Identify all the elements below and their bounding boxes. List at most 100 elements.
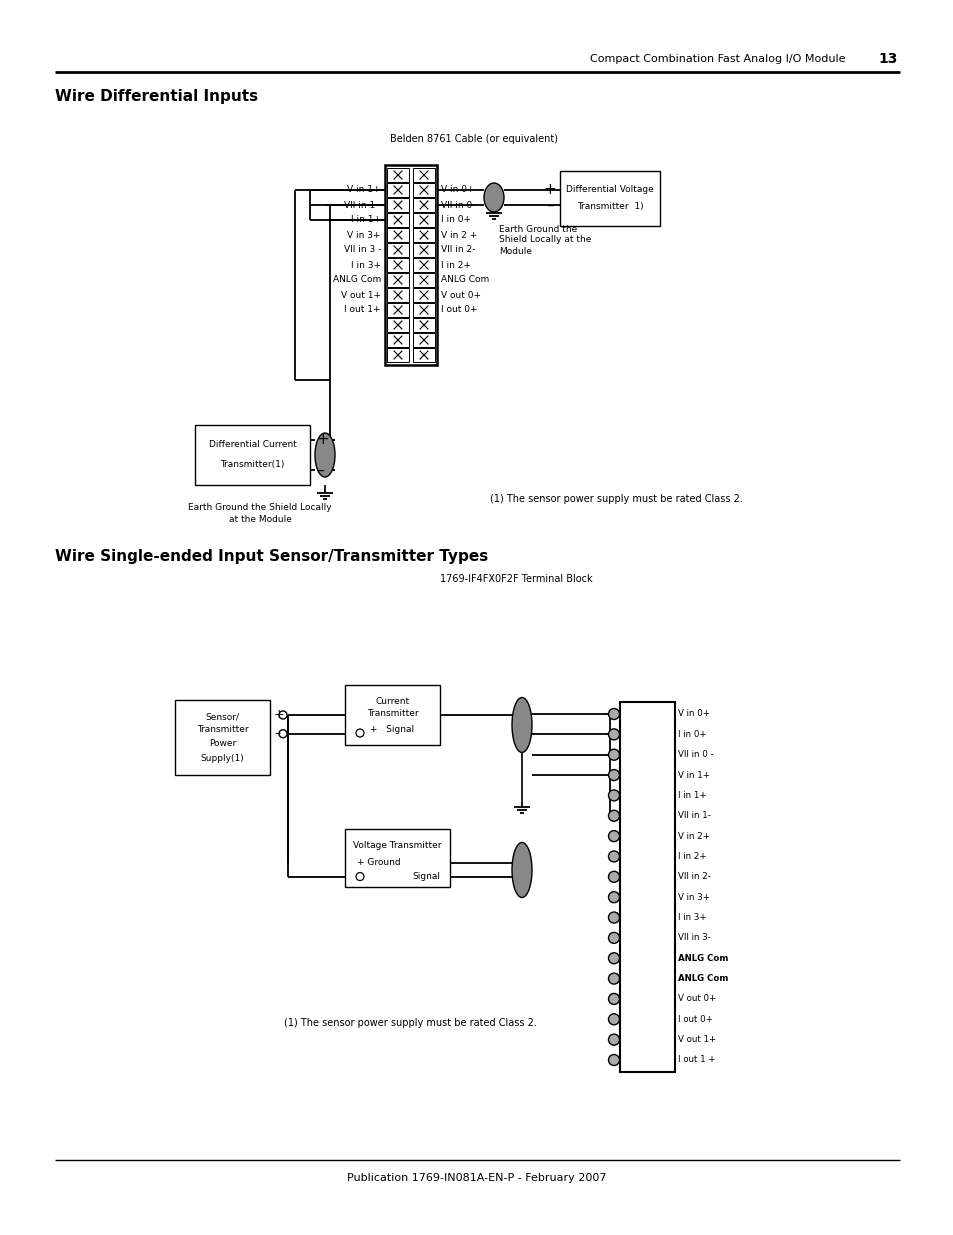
Bar [413,288,435,303]
Text: VII in 1-: VII in 1- [678,811,710,820]
Circle shape [608,1034,618,1045]
Text: Earth Ground the: Earth Ground the [498,225,577,233]
Text: V out 1+: V out 1+ [678,1035,716,1044]
Text: V in 1+: V in 1+ [678,771,709,779]
Text: Current: Current [375,698,409,706]
Bar [387,258,409,272]
Text: V in 0+: V in 0+ [678,709,709,719]
Ellipse shape [483,183,503,212]
Text: I in 2+: I in 2+ [678,852,706,861]
Circle shape [355,873,364,881]
Bar [345,829,450,887]
Bar [385,165,436,366]
Text: VII in 3-: VII in 3- [678,934,710,942]
Bar [413,317,435,332]
Text: +: + [315,432,329,447]
Text: I out 1 +: I out 1 + [678,1056,715,1065]
Text: +: + [274,709,284,721]
Text: Earth Ground the Shield Locally: Earth Ground the Shield Locally [188,503,332,511]
Circle shape [608,872,618,882]
Text: V out 1+: V out 1+ [340,290,380,300]
Text: Power: Power [209,739,236,748]
Circle shape [608,790,618,802]
Text: VII in 0 -: VII in 0 - [678,750,713,760]
Text: at the Module: at the Module [229,515,291,524]
Circle shape [608,993,618,1004]
Text: VII in 1 -: VII in 1 - [343,200,380,210]
Text: Signal: Signal [412,872,439,881]
Circle shape [608,973,618,984]
Text: + Ground: + Ground [356,858,400,867]
Text: Voltage Transmitter: Voltage Transmitter [353,841,441,850]
Text: Compact Combination Fast Analog I/O Module: Compact Combination Fast Analog I/O Modu… [589,54,844,64]
Text: Transmitter(1): Transmitter(1) [220,459,284,468]
Circle shape [608,810,618,821]
Ellipse shape [512,698,532,752]
Circle shape [608,911,618,923]
Bar [387,243,409,257]
Bar [413,303,435,317]
Text: Transmitter: Transmitter [366,709,417,719]
Text: V in 3+: V in 3+ [347,231,380,240]
Circle shape [278,730,287,737]
Text: I in 1+: I in 1+ [678,790,706,800]
Bar [413,212,435,227]
Text: 13: 13 [877,52,897,65]
Circle shape [608,769,618,781]
Text: Belden 8761 Cable (or equivalent): Belden 8761 Cable (or equivalent) [390,135,558,144]
Bar [413,258,435,272]
Bar [387,317,409,332]
Text: (1) The sensor power supply must be rated Class 2.: (1) The sensor power supply must be rate… [284,1018,537,1028]
Text: VII in 2-: VII in 2- [678,872,710,882]
Text: VII in 2-: VII in 2- [440,246,475,254]
Text: I in 3+: I in 3+ [678,913,706,923]
Text: Transmitter: Transmitter [196,725,248,735]
Text: V out 0+: V out 0+ [440,290,480,300]
Text: Differential Current: Differential Current [209,440,296,448]
Circle shape [608,892,618,903]
Text: V in 1+: V in 1+ [347,185,380,194]
Ellipse shape [314,433,335,477]
Circle shape [608,729,618,740]
Text: Sensor/: Sensor/ [205,713,239,721]
Text: ANLG Com: ANLG Com [678,953,727,963]
Text: –: – [546,198,554,212]
Text: I out 0+: I out 0+ [440,305,477,315]
Circle shape [355,729,364,737]
Text: V in 2 +: V in 2 + [440,231,476,240]
Text: V in 3+: V in 3+ [678,893,709,902]
Circle shape [608,1055,618,1066]
Bar [174,700,270,776]
Bar [387,183,409,198]
Bar [194,425,310,485]
Bar [413,333,435,347]
Bar [387,333,409,347]
Text: –: – [274,727,280,740]
Text: Publication 1769-IN081A-EN-P - February 2007: Publication 1769-IN081A-EN-P - February … [347,1173,606,1183]
Bar [559,170,659,226]
Text: I in 1+: I in 1+ [351,215,380,225]
Text: +: + [543,183,556,198]
Text: I out 1+: I out 1+ [344,305,380,315]
Text: Wire Single-ended Input Sensor/Transmitter Types: Wire Single-ended Input Sensor/Transmitt… [55,550,488,564]
Bar [413,348,435,362]
Text: ANLG Com: ANLG Com [678,974,727,983]
Circle shape [278,711,287,719]
Bar [387,303,409,317]
Circle shape [608,750,618,761]
Bar [413,183,435,198]
Bar [413,228,435,242]
Text: V out 0+: V out 0+ [678,994,716,1004]
Circle shape [608,851,618,862]
Bar [413,168,435,182]
Bar [387,288,409,303]
Text: Supply(1): Supply(1) [200,755,244,763]
Text: I out 0+: I out 0+ [678,1015,712,1024]
Text: Shield Locally at the: Shield Locally at the [498,236,591,245]
Text: 1769-IF4FX0F2F Terminal Block: 1769-IF4FX0F2F Terminal Block [439,574,592,584]
Bar [345,685,439,745]
Text: V in 0+: V in 0+ [440,185,474,194]
Text: Transmitter  1): Transmitter 1) [576,201,642,211]
Text: I in 0+: I in 0+ [678,730,706,739]
Text: Wire Differential Inputs: Wire Differential Inputs [55,89,258,105]
